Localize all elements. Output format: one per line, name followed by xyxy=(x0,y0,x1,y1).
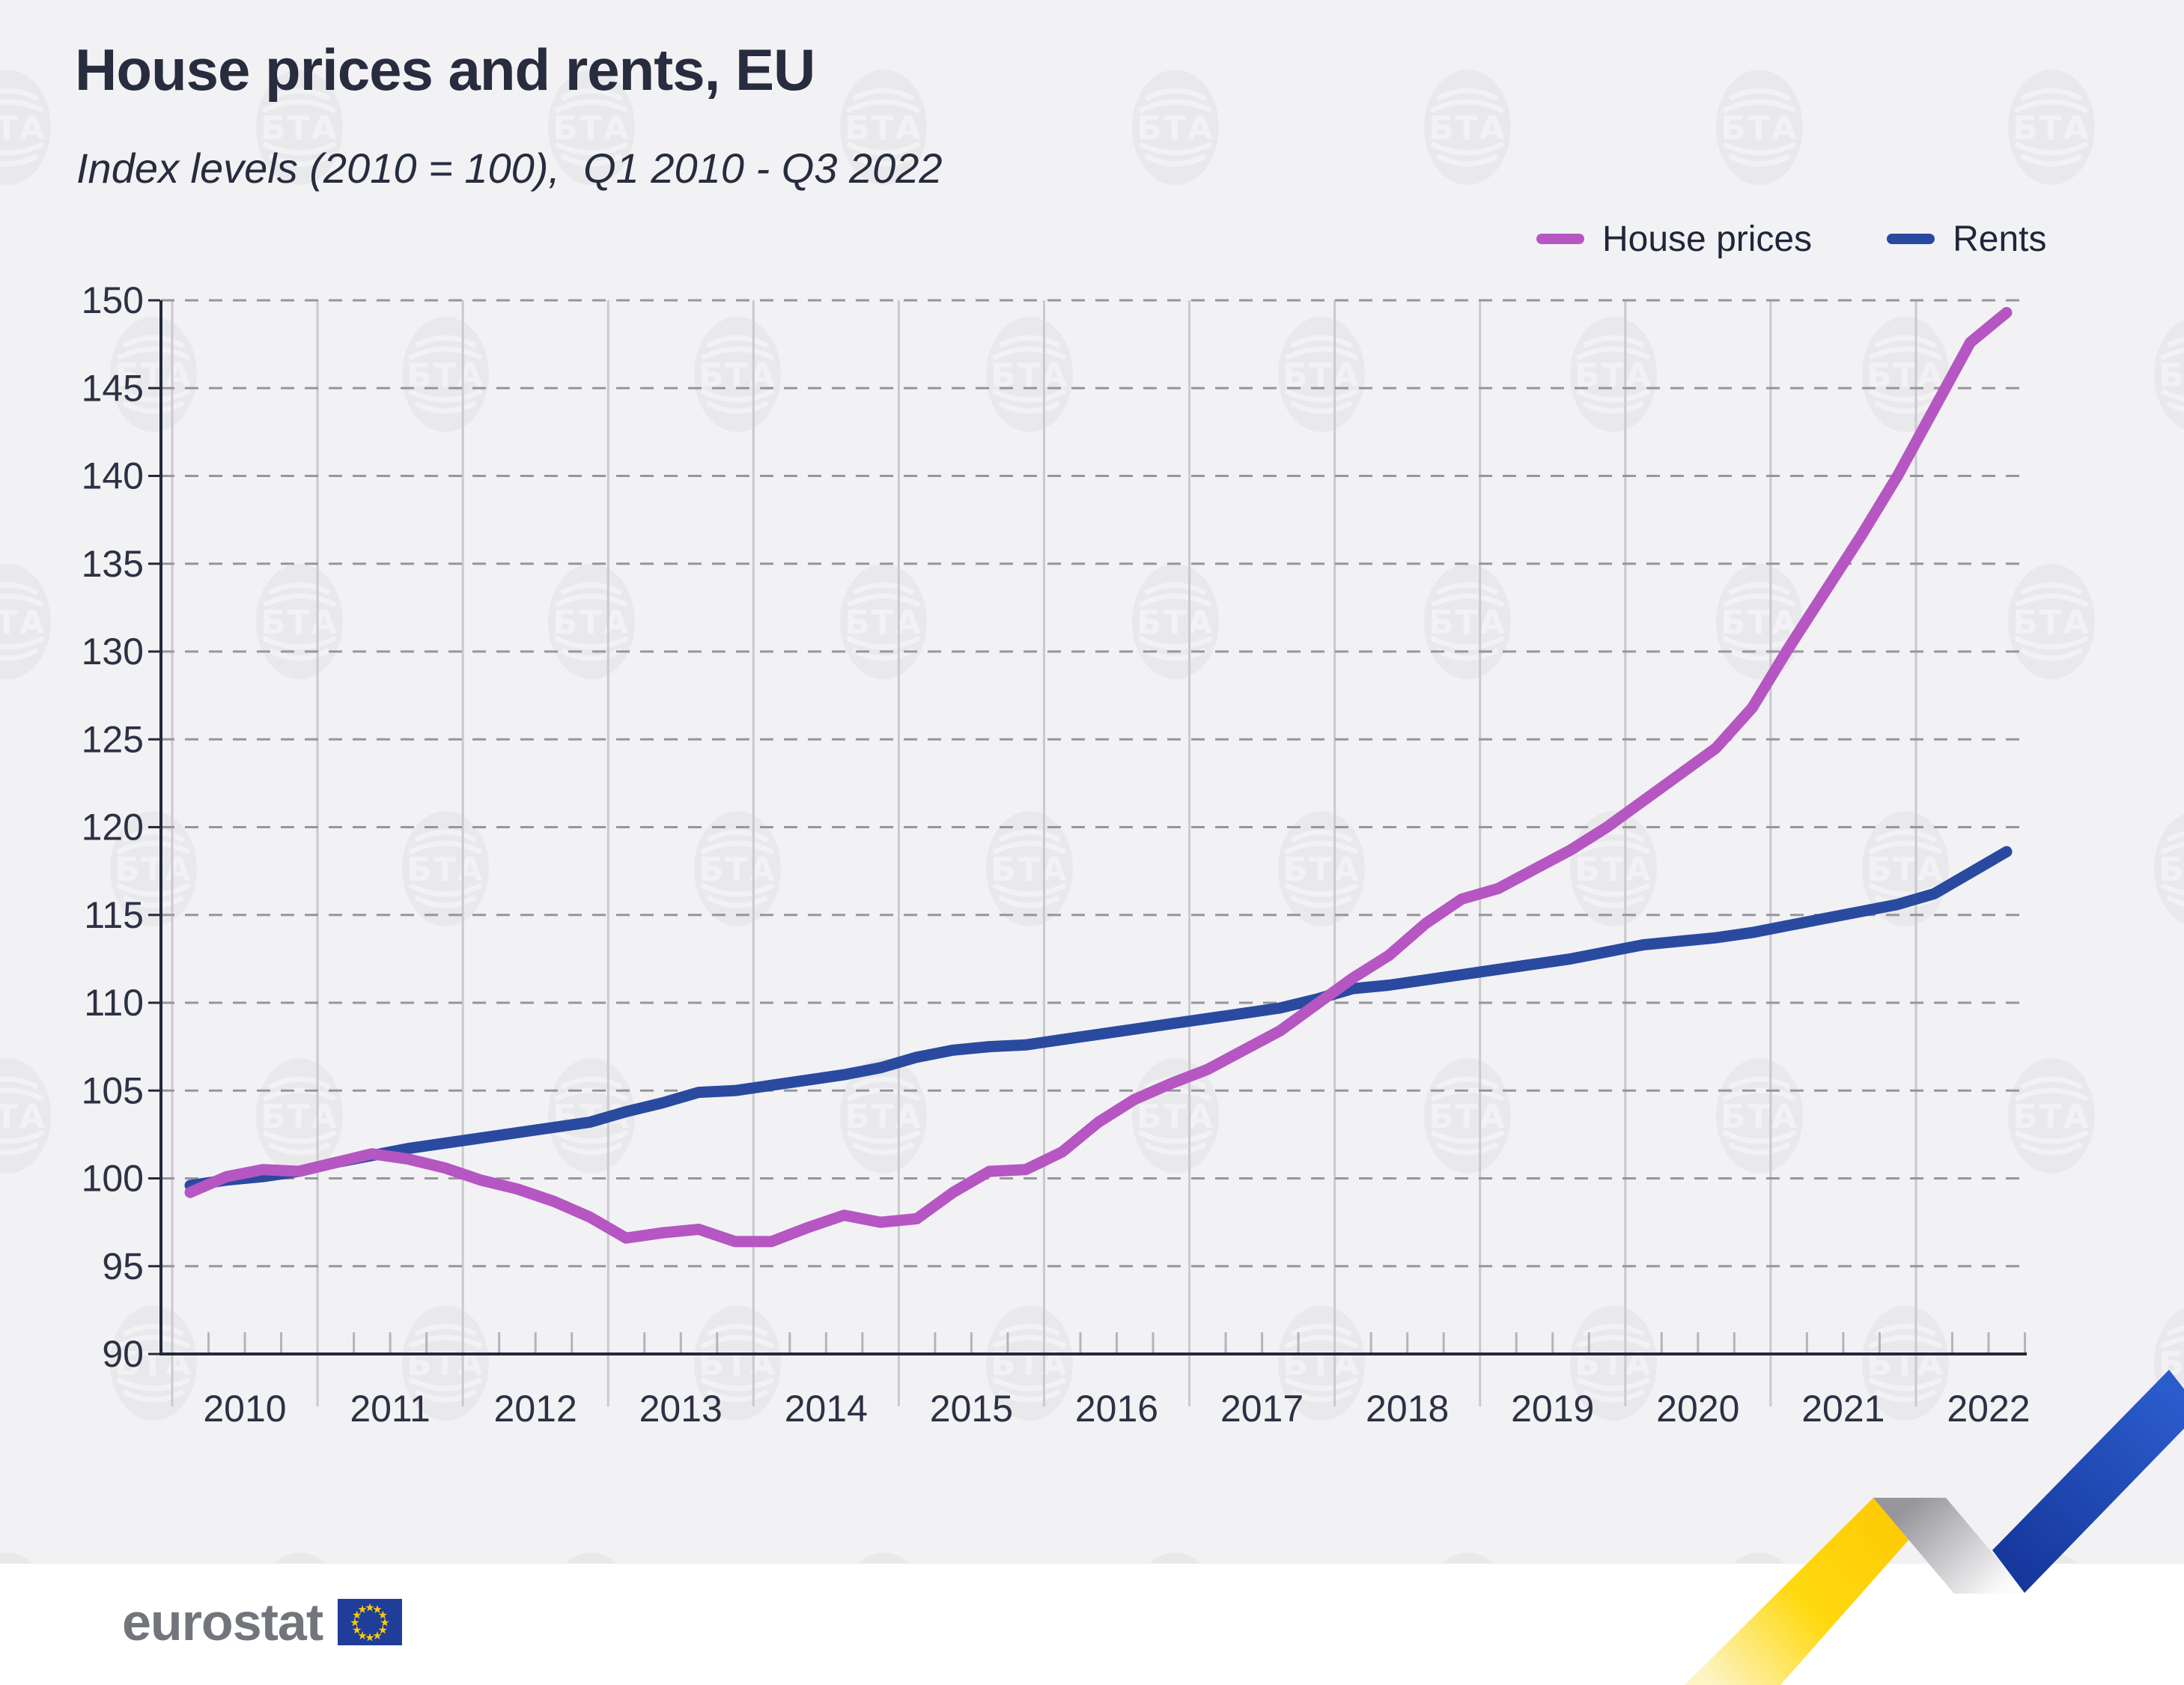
eurostat-wordmark: eurostat xyxy=(122,1593,323,1651)
svg-text:2020: 2020 xyxy=(1656,1388,1739,1430)
svg-text:БТА: БТА xyxy=(2159,356,2184,395)
chart-canvas: 90 95 100 105 110 115 120 125 130 135 140 145 150 201… xyxy=(82,279,2031,1430)
svg-text:★: ★ xyxy=(378,1624,388,1637)
svg-text:БТА: БТА xyxy=(1429,109,1506,148)
page-title: House prices and rents, EU xyxy=(75,37,815,103)
svg-text:БТА: БТА xyxy=(0,109,46,148)
chart-legend: House prices Rents xyxy=(1536,216,2047,262)
svg-text:БТА: БТА xyxy=(1575,1345,1652,1383)
svg-text:145: 145 xyxy=(82,367,144,409)
svg-text:125: 125 xyxy=(82,718,144,760)
legend-item-rents: Rents xyxy=(1887,219,2047,260)
svg-text:★: ★ xyxy=(365,1601,374,1615)
svg-text:2014: 2014 xyxy=(785,1388,868,1430)
legend-label-rents: Rents xyxy=(1953,219,2047,259)
svg-text:БТА: БТА xyxy=(261,109,338,148)
svg-text:БТА: БТА xyxy=(261,1098,338,1136)
svg-text:БТА: БТА xyxy=(1137,1098,1214,1136)
eurostat-logo: eurostat ★ ★ ★ ★ ★ ★ ★ ★ ★ ★ ★ ★ xyxy=(122,1591,403,1654)
svg-text:БТА: БТА xyxy=(261,604,338,642)
page-subtitle: Index levels (2010 = 100), Q1 2010 - Q3 … xyxy=(76,145,943,192)
svg-text:★: ★ xyxy=(352,1624,362,1637)
svg-text:БТА: БТА xyxy=(1867,851,1944,889)
legend-item-house-prices: House prices xyxy=(1536,219,1812,260)
svg-text:2021: 2021 xyxy=(1801,1388,1885,1430)
svg-text:БТА: БТА xyxy=(553,109,630,148)
svg-text:105: 105 xyxy=(82,1069,144,1111)
svg-text:90: 90 xyxy=(102,1333,144,1375)
svg-text:135: 135 xyxy=(82,543,144,585)
svg-text:БТА: БТА xyxy=(1721,109,1798,148)
svg-text:БТА: БТА xyxy=(1575,851,1652,889)
house-prices-line-swatch-icon xyxy=(1536,234,1584,244)
svg-text:БТА: БТА xyxy=(2013,604,2090,642)
svg-text:115: 115 xyxy=(84,894,144,936)
svg-text:БТА: БТА xyxy=(553,604,630,642)
svg-text:2012: 2012 xyxy=(494,1388,577,1430)
svg-text:2016: 2016 xyxy=(1075,1388,1158,1430)
bta-watermark-pattern: БТА БТА БТА БТА БТА БТА БТА БТА БТА БТА БТА БТА БТА Б… xyxy=(0,0,2184,1564)
svg-text:БТА: БТА xyxy=(1429,604,1506,642)
svg-text:2019: 2019 xyxy=(1511,1388,1594,1430)
svg-text:★: ★ xyxy=(365,1631,374,1645)
svg-text:БТА: БТА xyxy=(407,356,484,395)
svg-text:2015: 2015 xyxy=(930,1388,1013,1430)
svg-text:БТА: БТА xyxy=(1137,604,1214,642)
svg-text:100: 100 xyxy=(82,1158,144,1200)
svg-text:★: ★ xyxy=(372,1603,382,1616)
svg-text:★: ★ xyxy=(350,1616,359,1630)
svg-text:БТА: БТА xyxy=(1867,356,1944,395)
svg-text:120: 120 xyxy=(82,807,144,848)
legend-label-house-prices: House prices xyxy=(1602,219,1813,259)
eu-flag-icon: ★★★★★★★★★★★★ xyxy=(338,1599,403,1645)
svg-text:БТА: БТА xyxy=(407,851,484,889)
svg-text:БТА: БТА xyxy=(0,1098,46,1136)
svg-text:БТА: БТА xyxy=(0,604,46,642)
svg-text:БТА: БТА xyxy=(991,851,1068,889)
svg-text:★: ★ xyxy=(378,1609,388,1622)
chart-card: БТА БТА БТА БТА БТА БТА БТА БТА БТА БТА БТА БТА БТА Б… xyxy=(0,0,2184,1564)
svg-text:★: ★ xyxy=(380,1616,389,1630)
svg-text:БТА: БТА xyxy=(845,109,922,148)
svg-text:БТА: БТА xyxy=(407,1345,484,1383)
svg-text:150: 150 xyxy=(82,279,144,321)
svg-text:БТА: БТА xyxy=(991,1345,1068,1383)
svg-text:БТА: БТА xyxy=(115,851,192,889)
svg-text:2010: 2010 xyxy=(203,1388,286,1430)
svg-text:БТА: БТА xyxy=(115,1345,192,1383)
svg-text:БТА: БТА xyxy=(1283,851,1360,889)
svg-text:2018: 2018 xyxy=(1366,1388,1449,1430)
svg-text:БТА: БТА xyxy=(1721,604,1798,642)
svg-text:2011: 2011 xyxy=(350,1388,431,1430)
svg-text:БТА: БТА xyxy=(2013,1098,2090,1136)
rents-line-swatch-icon xyxy=(1887,234,1935,244)
svg-text:2017: 2017 xyxy=(1220,1388,1304,1430)
svg-text:БТА: БТА xyxy=(1429,1098,1506,1136)
svg-text:БТА: БТА xyxy=(1721,1098,1798,1136)
svg-text:★: ★ xyxy=(372,1629,382,1642)
svg-text:2022: 2022 xyxy=(1947,1388,2030,1430)
svg-text:★: ★ xyxy=(352,1609,362,1622)
svg-text:★: ★ xyxy=(357,1603,367,1616)
svg-text:140: 140 xyxy=(82,455,144,497)
svg-text:БТА: БТА xyxy=(699,851,776,889)
svg-text:БТА: БТА xyxy=(2159,851,2184,889)
svg-text:БТА: БТА xyxy=(845,604,922,642)
svg-text:БТА: БТА xyxy=(1137,109,1214,148)
svg-text:2013: 2013 xyxy=(639,1388,723,1430)
svg-text:130: 130 xyxy=(82,631,144,673)
svg-text:95: 95 xyxy=(102,1245,144,1287)
svg-text:БТА: БТА xyxy=(699,1345,776,1383)
svg-text:БТА: БТА xyxy=(2013,109,2090,148)
svg-text:★: ★ xyxy=(357,1629,367,1642)
svg-text:БТА: БТА xyxy=(1283,1345,1360,1383)
svg-text:БТА: БТА xyxy=(845,1098,922,1136)
svg-text:110: 110 xyxy=(84,982,144,1024)
